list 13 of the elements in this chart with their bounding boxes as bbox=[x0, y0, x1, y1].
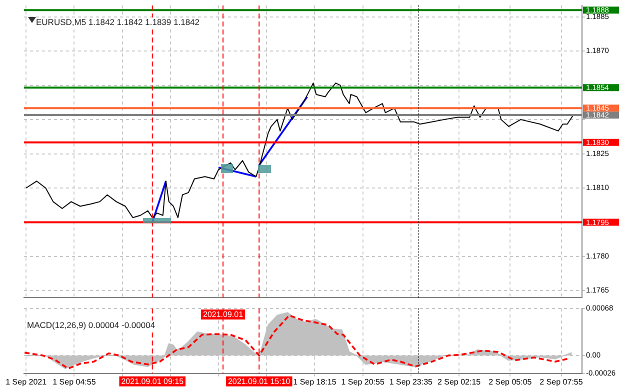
x-tick-label: 1 Sep 2021 bbox=[6, 377, 48, 386]
text: MACD(12,26,9) 0.00004 -0.00004 bbox=[27, 320, 156, 330]
x-tick-label: 1 Sep 04:55 bbox=[52, 377, 96, 386]
x-tick-label: 2 Sep 02:15 bbox=[437, 377, 482, 386]
x-tick-label: 2 Sep 07:55 bbox=[540, 377, 584, 386]
text: EURUSD,M5 1.1842 1.1842 1.1839 1.1842 bbox=[36, 16, 200, 27]
x-tick-label: 2 Sep 05:05 bbox=[488, 377, 532, 386]
ref-line-label: 2021.09.01 15:10 bbox=[228, 377, 291, 386]
x-tick-label: 1 Sep 23:35 bbox=[389, 377, 434, 386]
ref-line-label: 2021.09.01 09:15 bbox=[121, 377, 184, 386]
ref-line-label: 2021.09.01 bbox=[203, 310, 244, 320]
x-tick-label: 1 Sep 20:55 bbox=[341, 377, 385, 386]
x-tick-label: 1 Sep 18:15 bbox=[293, 377, 337, 386]
